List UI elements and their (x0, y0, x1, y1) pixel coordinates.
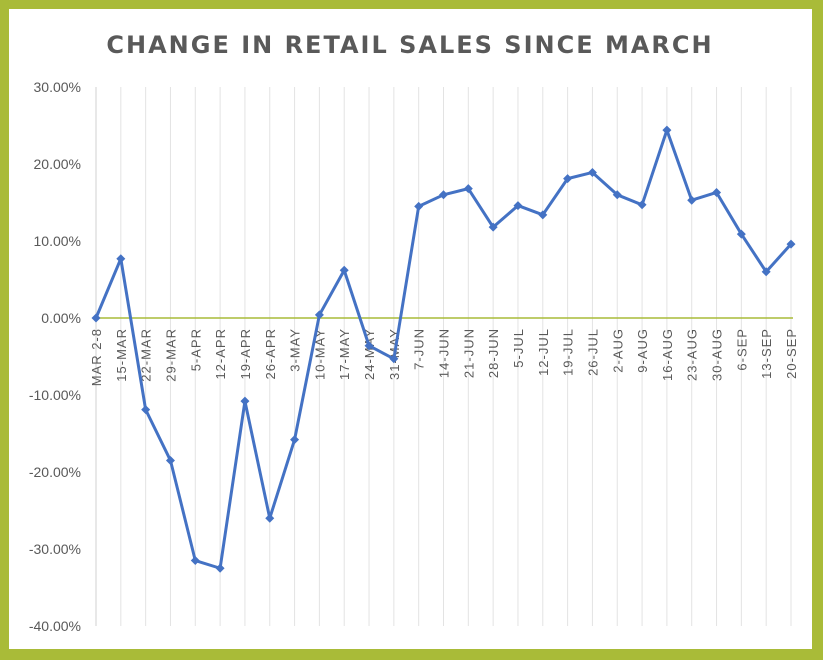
data-point-marker (91, 313, 101, 323)
data-point-marker (637, 200, 647, 210)
data-point-marker (488, 222, 498, 232)
x-axis-ticks: MAR 2-8 15-MAR 22-MAR 29-MAR 5-APR 12-APR 19-A… (89, 328, 799, 386)
y-tick-label: -20.00% (29, 464, 81, 480)
y-tick-label: 0.00% (41, 310, 81, 326)
data-point-marker (414, 201, 424, 211)
data-point-marker (141, 405, 151, 415)
data-point-marker (538, 210, 548, 220)
y-tick-label: 20.00% (34, 156, 81, 172)
y-tick-label: -40.00% (29, 618, 81, 634)
x-tick-label: 30-AUG (710, 328, 725, 381)
x-tick-label: 6-SEP (734, 328, 749, 371)
data-point-marker (513, 201, 523, 211)
data-point-marker (165, 455, 175, 465)
x-tick-label: 26-APR (263, 328, 278, 380)
data-point-marker (786, 239, 796, 249)
x-tick-label: 22-MAR (139, 328, 154, 382)
data-point-marker (389, 354, 399, 364)
y-tick-label: 10.00% (34, 233, 81, 249)
data-point-marker (190, 556, 200, 566)
x-tick-label: 3-MAY (288, 328, 303, 372)
x-tick-label: 23-AUG (685, 328, 700, 381)
x-tick-label: 26-JUL (585, 328, 600, 376)
data-point-marker (265, 513, 275, 523)
x-tick-label: 21-JUN (461, 328, 476, 378)
data-point-marker (339, 265, 349, 275)
data-point-marker (612, 190, 622, 200)
x-tick-label: 14-JUN (437, 328, 452, 378)
data-point-marker (761, 267, 771, 277)
x-tick-label: 19-APR (238, 328, 253, 380)
x-tick-label: 12-JUL (536, 328, 551, 376)
data-point-marker (364, 341, 374, 351)
y-tick-label: -30.00% (29, 541, 81, 557)
x-tick-label: 17-MAY (337, 328, 352, 380)
x-tick-label: 28-JUN (486, 328, 501, 378)
x-tick-label: 19-JUL (561, 328, 576, 376)
data-point-marker (215, 563, 225, 573)
data-point-marker (439, 190, 448, 200)
data-point-marker (712, 187, 722, 197)
x-tick-label: 5-APR (188, 328, 203, 371)
x-tick-label: 5-JUL (511, 328, 526, 368)
chart-frame: CHANGE IN RETAIL SALES SINCE MARCH 30.00… (9, 9, 812, 649)
x-tick-label: 10-MAY (312, 328, 327, 380)
x-tick-label: 7-JUN (412, 328, 427, 370)
x-tick-label: 2-AUG (610, 328, 625, 373)
data-point-marker (563, 174, 573, 184)
x-tick-label: 13-SEP (759, 328, 774, 379)
y-tick-label: 30.00% (34, 79, 81, 95)
line-chart: CHANGE IN RETAIL SALES SINCE MARCH 30.00… (29, 31, 799, 634)
x-tick-label: 15-MAR (114, 328, 129, 382)
chart-title: CHANGE IN RETAIL SALES SINCE MARCH (106, 31, 713, 59)
data-point-marker (587, 167, 597, 177)
data-point-marker (116, 254, 126, 264)
series-group (91, 125, 796, 573)
data-point-marker (314, 310, 324, 320)
data-point-marker (662, 125, 672, 135)
data-point-marker (463, 184, 473, 194)
x-tick-label: 12-APR (213, 328, 228, 380)
x-tick-label: 9-AUG (635, 328, 650, 373)
x-tick-label: MAR 2-8 (89, 328, 104, 386)
y-axis-ticks: 30.00% 20.00% 10.00% 0.00% -10.00% -20.00% -30… (29, 79, 81, 634)
x-tick-label: 29-MAR (163, 328, 178, 382)
y-tick-label: -10.00% (29, 387, 81, 403)
x-tick-label: 20-SEP (784, 328, 799, 379)
data-point-marker (290, 435, 300, 445)
data-point-marker (687, 195, 697, 205)
x-tick-label: 24-MAY (362, 328, 377, 380)
data-point-marker (240, 396, 250, 406)
x-tick-label: 16-AUG (660, 328, 675, 381)
data-point-marker (736, 229, 746, 239)
